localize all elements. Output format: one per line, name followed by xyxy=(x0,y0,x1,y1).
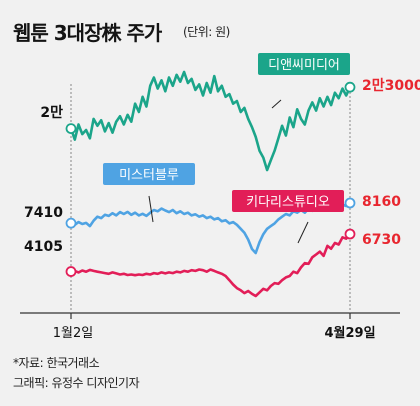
start-value-label-1: 7410 xyxy=(24,205,63,221)
series-callout-line-1 xyxy=(148,195,154,223)
series-label-box-1 xyxy=(103,163,195,185)
series-callout-line-0 xyxy=(271,99,282,109)
x-label-end: 4월29일 xyxy=(324,325,375,341)
start-marker-0 xyxy=(65,123,77,134)
series-name-1: 미스터블루 xyxy=(119,168,179,183)
end-marker-0 xyxy=(344,81,356,93)
chart-title: 웹툰 3대장株 주가 xyxy=(13,21,162,45)
end-value-label-2: 6730 xyxy=(362,232,401,248)
credit-note: 그래픽: 유정수 디자인기자 xyxy=(13,376,140,390)
x-label-start: 1월2일 xyxy=(53,326,93,341)
source-note: *자료: 한국거래소 xyxy=(13,356,100,370)
series-callout-line-2 xyxy=(297,221,309,244)
series-label-box-2 xyxy=(232,190,344,212)
start-marker-1 xyxy=(65,217,77,229)
series-label-box-0 xyxy=(258,53,350,75)
start-value-label-2: 4105 xyxy=(24,239,63,255)
unit-label: (단위: 원) xyxy=(183,25,230,39)
end-value-label-1: 8160 xyxy=(362,194,401,210)
end-marker-2 xyxy=(344,228,356,240)
series-line-2 xyxy=(70,233,352,298)
series-line-0 xyxy=(69,70,352,172)
end-marker-1 xyxy=(344,197,356,209)
series-name-2: 키다리스튜디오 xyxy=(246,195,330,210)
end-value-label-0: 2만3000 xyxy=(362,78,420,94)
start-marker-2 xyxy=(65,266,77,277)
series-name-0: 디앤씨미디어 xyxy=(268,58,340,73)
start-value-label-0: 2만 xyxy=(40,105,63,121)
